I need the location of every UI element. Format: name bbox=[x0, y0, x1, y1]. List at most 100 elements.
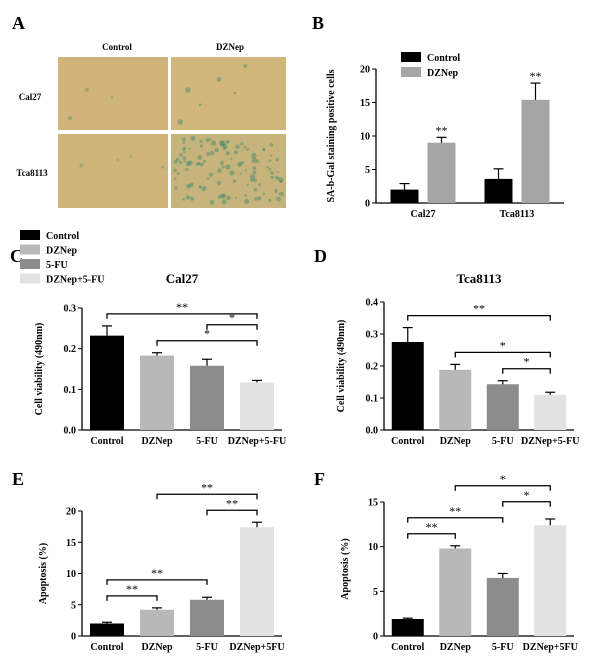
stain-dot bbox=[182, 197, 185, 201]
panel-letter-B: B bbox=[312, 13, 324, 33]
x-tick-label: Cal27 bbox=[411, 209, 436, 220]
stain-dot bbox=[251, 157, 257, 163]
stain-dot bbox=[232, 179, 237, 183]
stain-dot bbox=[251, 152, 257, 159]
stain-dot bbox=[243, 64, 248, 68]
bar-5-fu bbox=[486, 577, 519, 636]
significance-mark: ** bbox=[530, 69, 542, 83]
x-tick-label: Control bbox=[90, 436, 123, 447]
stain-dot bbox=[222, 142, 225, 146]
legend-swatch bbox=[401, 67, 421, 77]
stain-dot bbox=[258, 183, 261, 187]
bar-dznep-5fu bbox=[240, 527, 274, 636]
y-tick-label: 0 bbox=[365, 199, 370, 210]
significance-mark: ** bbox=[436, 123, 448, 137]
panel-letter-F: F bbox=[314, 469, 325, 489]
bar-dznep bbox=[140, 355, 174, 430]
chart-title: Tca8113 bbox=[456, 271, 502, 286]
significance-bracket bbox=[156, 340, 258, 346]
y-tick-label: 10 bbox=[66, 569, 76, 580]
y-tick-label: 15 bbox=[360, 98, 370, 109]
stain-dot bbox=[208, 172, 213, 177]
x-tick-label: DZNep+5FU bbox=[229, 642, 284, 653]
panel-a-row-label-cal27: Cal27 bbox=[19, 92, 42, 102]
stain-dot bbox=[237, 162, 242, 167]
stain-dot bbox=[216, 180, 222, 186]
significance-mark: * bbox=[524, 355, 530, 369]
bar-5-fu bbox=[190, 599, 224, 636]
x-tick-label: DZNep+5FU bbox=[523, 642, 578, 653]
legend-label: 5-FU bbox=[46, 260, 68, 271]
stain-dot bbox=[221, 165, 225, 169]
significance-mark: * bbox=[524, 488, 530, 502]
significance-bracket bbox=[407, 517, 504, 523]
micrograph-cal27-control bbox=[58, 57, 168, 130]
stain-dot bbox=[220, 193, 225, 199]
x-tick-label: DZNep bbox=[440, 436, 472, 447]
stain-dot bbox=[161, 166, 164, 169]
stain-dot bbox=[197, 162, 200, 165]
stain-dot bbox=[185, 195, 191, 200]
bar-dznep-cal27 bbox=[427, 142, 456, 203]
stain-dot bbox=[217, 168, 222, 174]
stain-dot bbox=[67, 116, 73, 121]
stain-dot bbox=[222, 143, 228, 149]
y-axis-label: Apoptosis (%) bbox=[38, 543, 49, 604]
bar-dznep-5-fu bbox=[240, 382, 274, 430]
stain-dot bbox=[274, 189, 278, 193]
x-tick-label: Control bbox=[90, 642, 123, 653]
panel-letter-C: C bbox=[10, 246, 23, 266]
significance-mark: ** bbox=[126, 582, 138, 596]
chart-title: Cal27 bbox=[166, 271, 199, 286]
stain-dot bbox=[275, 176, 278, 179]
y-tick-label: 0 bbox=[373, 632, 378, 643]
micrograph-tca8113-control bbox=[58, 134, 168, 208]
y-tick-label: 0 bbox=[71, 632, 76, 643]
stain-dot bbox=[176, 171, 180, 175]
y-tick-label: 0.4 bbox=[366, 298, 379, 309]
stain-dot bbox=[205, 137, 210, 142]
y-axis-label: Cell viability (490nm) bbox=[34, 323, 45, 416]
significance-bracket bbox=[502, 368, 551, 374]
significance-mark: * bbox=[204, 327, 210, 341]
stain-dot bbox=[278, 177, 284, 183]
significance-bracket bbox=[156, 493, 258, 500]
stain-dot bbox=[174, 186, 178, 190]
stain-dot bbox=[173, 159, 178, 164]
stain-dot bbox=[185, 87, 191, 93]
stain-dot bbox=[182, 141, 186, 144]
bar-dznep-tca8113 bbox=[521, 99, 550, 203]
stain-dot bbox=[181, 137, 186, 142]
significance-mark: ** bbox=[426, 520, 438, 534]
stain-dot bbox=[244, 169, 247, 172]
significance-mark: ** bbox=[201, 480, 213, 494]
stain-dot bbox=[276, 176, 280, 180]
stain-dot bbox=[268, 159, 272, 163]
panel-letter-E: E bbox=[12, 469, 24, 489]
bar-dznep bbox=[140, 609, 174, 636]
stain-dot bbox=[257, 196, 262, 201]
significance-mark: ** bbox=[449, 504, 461, 518]
chart-panel-f: 0 5 10 15 Apoptosis (%) Control DZNep 5-FU DZNep… bbox=[340, 472, 578, 653]
stain-dot bbox=[183, 150, 186, 154]
y-tick-label: 15 bbox=[66, 538, 76, 549]
stain-dot bbox=[239, 172, 242, 175]
stain-dot bbox=[182, 146, 187, 151]
x-tick-label: 5-FU bbox=[196, 642, 218, 653]
stain-dot bbox=[201, 186, 207, 192]
bar-control bbox=[391, 342, 424, 430]
stain-dot bbox=[235, 197, 237, 200]
legend-swatch bbox=[20, 273, 40, 284]
legend-label: Control bbox=[427, 53, 460, 64]
stain-dot bbox=[225, 164, 231, 170]
bar-dznep-5-fu bbox=[534, 394, 567, 430]
stain-dot bbox=[266, 165, 269, 169]
legend-treatments: Control DZNep 5-FU DZNep+5-FU bbox=[20, 230, 104, 286]
y-tick-label: 0.1 bbox=[366, 394, 379, 405]
stain-dot bbox=[276, 196, 282, 202]
bar-control-tca8113 bbox=[484, 178, 513, 203]
significance-bracket bbox=[106, 579, 208, 585]
stain-dot bbox=[262, 192, 266, 195]
stain-dot bbox=[85, 87, 89, 92]
stain-dot bbox=[173, 168, 177, 172]
